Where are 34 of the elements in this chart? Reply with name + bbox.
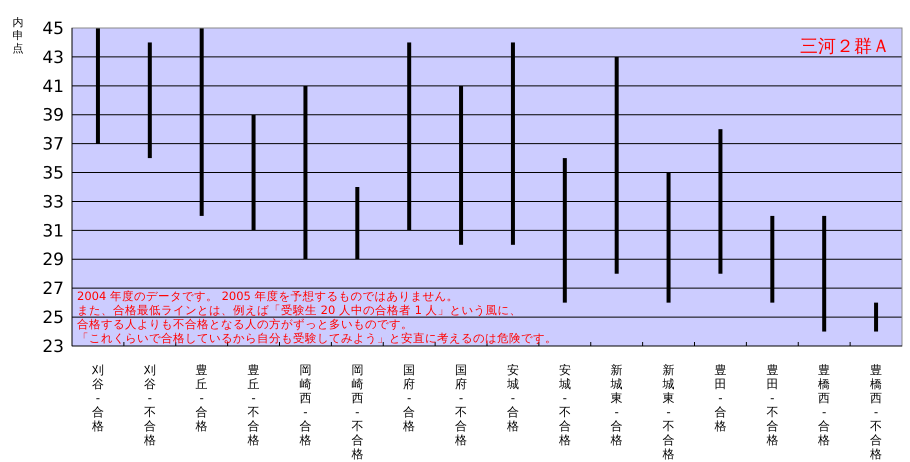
y-tick-label: 35 bbox=[42, 163, 64, 184]
y-tick-label: 41 bbox=[42, 76, 64, 97]
x-tick-label: 豊丘-合格 bbox=[194, 363, 208, 433]
y-tick-label: 37 bbox=[42, 134, 64, 155]
y-tick-label: 39 bbox=[42, 106, 64, 126]
annotation: また、合格最低ラインとは、例えば「受験生 20 人中の合格者 1 人」という風に、 bbox=[77, 303, 522, 317]
y-tick-label: 33 bbox=[42, 192, 64, 212]
x-tick-label: 豊田-不合格 bbox=[765, 363, 778, 447]
annotation: 「これくらいで合格しているから自分も受験してみよう」と安直に考えるのは危険です。 bbox=[77, 331, 557, 345]
x-tick-label: 豊丘-不合格 bbox=[246, 363, 260, 447]
y-tick-label: 29 bbox=[42, 250, 64, 270]
x-tick-label: 安城-合格 bbox=[506, 363, 519, 433]
x-tick-label: 新城東-不合格 bbox=[662, 363, 675, 461]
annotation: 2004 年度のデータです。 2005 年度を予想するものではありません。 bbox=[77, 289, 458, 303]
y-axis-title: 内申点 bbox=[12, 16, 24, 55]
y-tick-label: 43 bbox=[42, 48, 64, 68]
y-tick-label: 31 bbox=[42, 221, 64, 242]
x-tick-label: 新城東-合格 bbox=[610, 363, 623, 447]
x-tick-label: 岡崎西-不合格 bbox=[350, 363, 364, 461]
y-tick-label: 25 bbox=[42, 308, 64, 328]
x-tick-label: 刈谷-不合格 bbox=[142, 363, 156, 447]
y-tick-label: 27 bbox=[42, 279, 64, 300]
x-tick-label: 国府-合格 bbox=[402, 363, 416, 433]
y-tick-label: 45 bbox=[42, 18, 64, 39]
x-tick-label: 豊橋西-不合格 bbox=[869, 363, 882, 461]
x-tick-label: 岡崎西-合格 bbox=[298, 363, 312, 447]
x-tick-label: 豊橋西-合格 bbox=[817, 363, 830, 447]
y-tick-label: 23 bbox=[42, 336, 64, 357]
x-tick-label: 国府-不合格 bbox=[454, 363, 468, 447]
x-tick-label: 安城-不合格 bbox=[558, 363, 571, 447]
x-tick-label: 豊田-合格 bbox=[713, 363, 726, 433]
text: 三河２群Ａ bbox=[800, 36, 890, 57]
x-tick-label: 刈谷-合格 bbox=[90, 363, 104, 433]
annotation: 合格する人よりも不合格となる人の方がずっと多いものです。 bbox=[77, 317, 413, 331]
